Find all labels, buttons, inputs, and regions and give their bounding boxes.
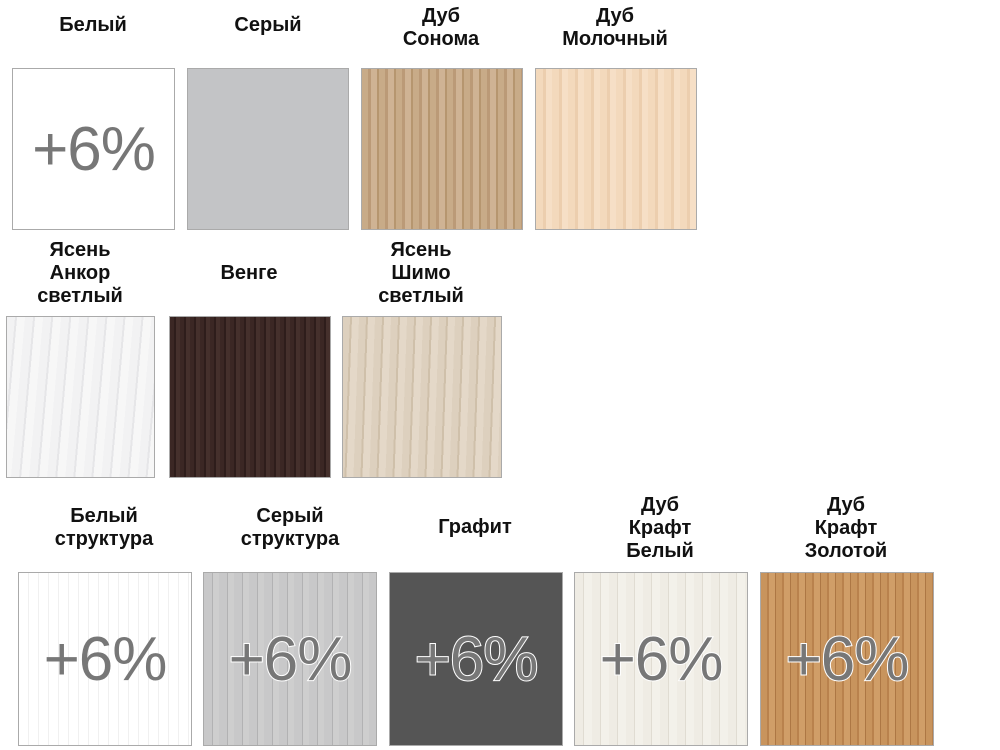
swatch-label-white-structure: Белый структура	[54, 505, 154, 550]
swatch-graphite[interactable]: +6%	[389, 572, 563, 746]
swatch-label-wenge: Венге	[220, 262, 278, 284]
swatch-ash-shimo[interactable]	[342, 316, 502, 478]
swatch-label-oak-kraft-white: Дуб Крафт Белый	[626, 494, 694, 562]
swatch-oak-kraft-white[interactable]: +6%	[574, 572, 748, 746]
swatch-label-oak-milk: Дуб Молочный	[562, 5, 668, 50]
swatch-label-grey-structure: Серый структура	[240, 505, 340, 550]
surcharge-label: +6%	[32, 114, 156, 184]
swatch-label-graphite: Графит	[438, 516, 512, 538]
surcharge-label: +6%	[414, 624, 540, 695]
swatch-label-ash-ankor: Ясень Анкор светлый	[37, 239, 123, 307]
swatch-grey-structure[interactable]: +6%	[203, 572, 377, 746]
swatch-label-white: Белый	[59, 14, 127, 36]
swatch-white-structure[interactable]: +6%	[18, 572, 192, 746]
swatch-oak-sonoma[interactable]	[361, 68, 523, 230]
swatch-label-grey: Серый	[234, 14, 302, 36]
swatch-oak-milk[interactable]	[535, 68, 697, 230]
swatch-grey[interactable]	[187, 68, 349, 230]
swatch-oak-kraft-gold[interactable]: +6%	[760, 572, 934, 746]
surcharge-label: +6%	[43, 624, 168, 694]
surcharge-label: +6%	[599, 624, 725, 695]
swatch-label-oak-kraft-gold: Дуб Крафт Золотой	[804, 494, 888, 562]
swatch-ash-ankor[interactable]	[6, 316, 155, 478]
surcharge-label: +6%	[228, 624, 354, 695]
swatch-label-ash-shimo: Ясень Шимо светлый	[378, 239, 464, 307]
swatch-label-oak-sonoma: Дуб Сонома	[402, 5, 480, 50]
swatch-wenge[interactable]	[169, 316, 331, 478]
swatch-white[interactable]: +6%	[12, 68, 175, 230]
surcharge-label: +6%	[785, 624, 911, 695]
